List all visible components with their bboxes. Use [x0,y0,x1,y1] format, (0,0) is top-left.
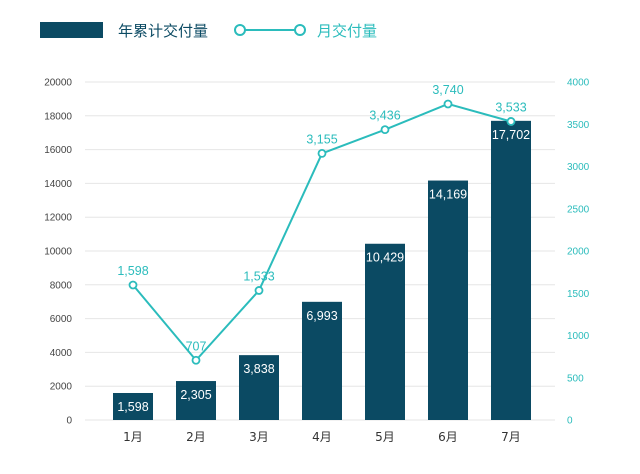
y-right-tick-label: 3000 [567,162,590,173]
line-point [443,99,453,109]
y-left-tick-label: 18000 [44,111,72,122]
y-left-tick-label: 14000 [44,179,72,190]
x-axis: 1月 2月 3月 4月 5月 6月 7月 [123,430,521,444]
bar [428,180,468,420]
line-value-label: 1,533 [243,269,274,283]
line-point [191,355,201,365]
y-left-tick-label: 6000 [50,314,73,325]
bar [365,243,405,420]
y-right-tick-label: 1000 [567,331,590,342]
y-right-tick-label: 2000 [567,247,590,258]
line-value-label: 3,740 [432,83,463,97]
y-left-tick-label: 8000 [50,280,73,291]
legend-line-marker-right [294,24,306,36]
line-point [254,286,264,295]
line-point [128,280,138,290]
line-value-label: 707 [186,339,207,353]
y-left-tick-label: 4000 [50,348,73,359]
bar [176,381,216,420]
y-left-tick-label: 10000 [44,247,72,258]
x-tick-label: 3月 [249,430,269,444]
bar-value-label: 6,993 [306,309,337,323]
y-left-tick-label: 12000 [44,213,72,224]
bar-value-label: 3,838 [243,362,274,376]
line-point [380,125,390,135]
bar-series: 1,598 2,305 3,838 6,993 10,429 14,169 17,702 [113,120,531,421]
legend-bar-swatch [40,22,103,38]
x-tick-label: 2月 [186,430,206,444]
y-right-tick-label: 500 [567,373,584,384]
x-tick-label: 7月 [501,430,521,444]
y-left-tick-label: 2000 [50,382,73,393]
legend: 年累计交付量 月交付量 [40,22,377,40]
y-axis-left: 0 2000 4000 6000 8000 10000 12000 14000 16000 180… [44,78,72,427]
y-right-tick-label: 1500 [567,289,590,300]
y-right-tick-label: 4000 [567,78,590,89]
bar [302,301,342,420]
line-point [506,117,516,126]
y-left-tick-label: 0 [66,416,72,427]
line-value-label: 3,533 [495,100,526,114]
y-right-tick-label: 2500 [567,204,590,215]
y-right-tick-label: 0 [567,416,573,427]
bar [113,392,153,420]
legend-line-marker-left [234,24,246,36]
x-tick-label: 4月 [312,430,332,444]
y-left-tick-label: 16000 [44,145,72,156]
x-tick-label: 1月 [123,430,143,444]
y-right-tick-label: 3500 [567,120,590,131]
bar [491,120,531,421]
line-value-label: 1,598 [117,264,148,278]
line-point [317,149,327,158]
y-axis-right: 0 500 1000 1500 2000 2500 3000 3500 4000 [567,78,590,427]
legend-line-label: 月交付量 [317,22,377,40]
bar-value-label: 2,305 [180,388,211,402]
bar-value-label: 14,169 [429,188,467,202]
line-value-label: 3,155 [306,132,337,146]
line-series: 1,598 707 1,533 3,155 3,436 3,740 3,533 [117,83,527,365]
x-tick-label: 5月 [375,430,395,444]
y-left-tick-label: 20000 [44,78,72,89]
line-value-label: 3,436 [369,109,400,123]
bar-value-label: 10,429 [366,251,404,265]
bar-value-label: 1,598 [117,400,148,414]
bar [239,355,279,420]
x-tick-label: 6月 [438,430,458,444]
legend-bar-label: 年累计交付量 [118,22,208,40]
bar-value-label: 17,702 [492,128,530,142]
